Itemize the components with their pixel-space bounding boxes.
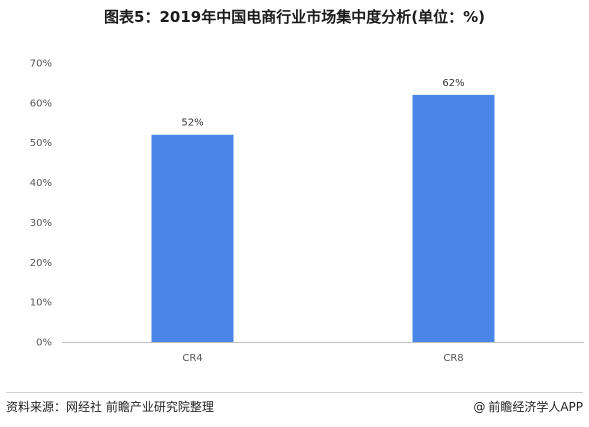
x-tick-label: CR4 — [182, 353, 202, 364]
y-tick-label: 20% — [30, 258, 52, 269]
source-note: 资料来源：网经社 前瞻产业研究院整理 — [6, 400, 214, 414]
y-tick-label: 10% — [30, 298, 52, 309]
y-tick-label: 70% — [30, 59, 52, 70]
y-tick-label: 60% — [30, 98, 52, 109]
data-label: 52% — [181, 118, 203, 129]
y-tick-label: 50% — [30, 138, 52, 149]
chart-title: 图表5：2019年中国电商行业市场集中度分析(单位：%) — [104, 8, 485, 26]
at-symbol: @ — [473, 400, 486, 414]
brand-name: 前瞻经济学人APP — [488, 400, 583, 414]
bar-cr8 — [412, 94, 495, 342]
y-tick-label: 40% — [30, 178, 52, 189]
x-tick-label: CR8 — [443, 353, 463, 364]
y-tick-label: 0% — [36, 338, 52, 349]
bar-cr4 — [151, 134, 234, 342]
footer-divider — [6, 392, 583, 393]
brand-credit: @ 前瞻经济学人APP — [473, 398, 583, 415]
y-tick-label: 30% — [30, 218, 52, 229]
data-label: 62% — [442, 78, 464, 89]
